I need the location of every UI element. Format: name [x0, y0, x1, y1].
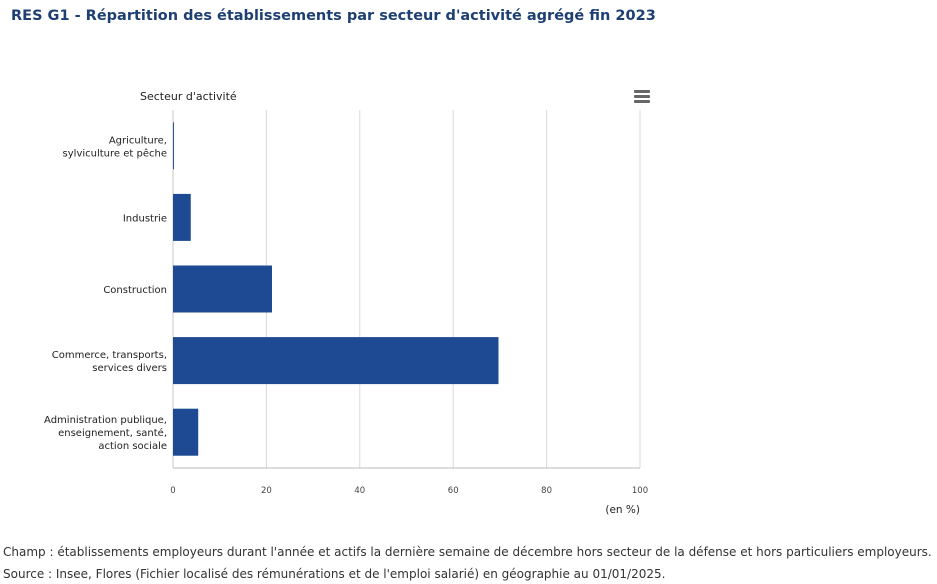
category-label: Agriculture, sylviculture et pêche — [63, 135, 167, 159]
x-tick-label: 80 — [541, 486, 552, 496]
page-title: RES G1 - Répartition des établissements … — [11, 8, 656, 24]
x-tick-label: 0 — [170, 486, 175, 496]
bar[interactable] — [173, 337, 499, 385]
bar[interactable] — [173, 193, 191, 241]
category-label: Administration publique, enseignement, sa… — [44, 415, 167, 452]
footnote-source: Source : Insee, Flores (Fichier localisé… — [3, 567, 666, 581]
hamburger-menu-icon[interactable] — [634, 90, 650, 103]
category-label: Industrie — [123, 213, 167, 224]
bar[interactable] — [173, 265, 273, 313]
category-labels: Agriculture, sylviculture et pêche Industr… — [44, 135, 167, 452]
bars — [173, 122, 499, 456]
footnote-champ: Champ : établissements employeurs durant… — [3, 545, 932, 559]
category-label-line: Agriculture, — [109, 135, 167, 146]
category-label: Commerce, transports, services divers — [52, 350, 167, 374]
category-label-line: Commerce, transports, — [52, 350, 167, 361]
bar[interactable] — [173, 408, 199, 456]
category-label-line: enseignement, santé, — [58, 427, 167, 439]
category-label-line: Administration publique, — [44, 415, 167, 426]
category-label-line: Construction — [103, 285, 167, 296]
bar[interactable] — [173, 122, 174, 170]
category-label-line: Industrie — [123, 213, 167, 224]
category-label: Construction — [103, 285, 167, 296]
x-tick-labels: 0 20 40 60 80 100 — [170, 486, 648, 496]
x-tick-label: 20 — [261, 486, 272, 496]
x-tick-label: 60 — [448, 486, 459, 496]
x-tick-label: 100 — [632, 486, 648, 496]
category-label-line: services divers — [92, 363, 167, 374]
y-axis-title: Secteur d'activité — [140, 90, 237, 103]
category-label-line: sylviculture et pêche — [63, 147, 167, 159]
category-label-line: action sociale — [98, 441, 167, 452]
x-axis-unit-label: (en %) — [605, 504, 640, 516]
x-tick-label: 40 — [354, 486, 365, 496]
